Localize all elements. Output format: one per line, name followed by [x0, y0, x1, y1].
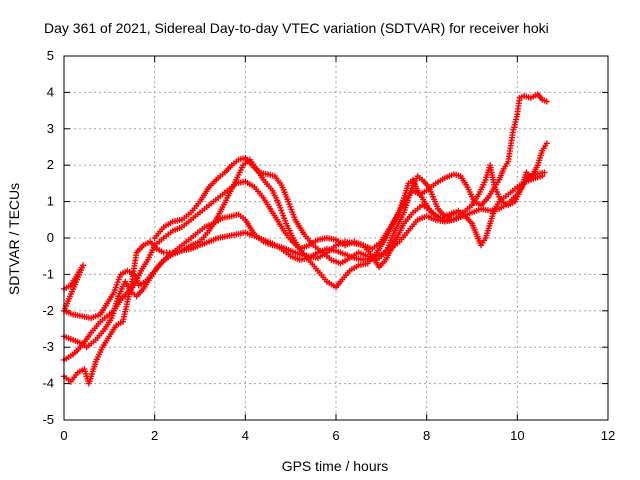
x-tick-label: 10 — [510, 428, 524, 443]
data-point — [541, 169, 548, 176]
y-tick-label: 0 — [47, 230, 54, 245]
y-tick-label: -1 — [42, 266, 54, 281]
y-tick-label: 1 — [47, 194, 54, 209]
x-tick-label: 6 — [332, 428, 339, 443]
plot-frame — [63, 55, 609, 421]
y-tick-label: 4 — [47, 84, 54, 99]
x-axis-label: GPS time / hours — [282, 458, 389, 474]
data-point — [539, 173, 546, 180]
series-track-5 — [151, 154, 457, 267]
y-tick-label: 2 — [47, 157, 54, 172]
y-tick-label: -5 — [42, 412, 54, 427]
data-point — [450, 209, 457, 216]
y-axis-label: SDTVAR / TECUs — [6, 183, 22, 295]
x-tick-label: 4 — [242, 428, 249, 443]
y-tick-label: -2 — [42, 303, 54, 318]
x-tick-label: 8 — [423, 428, 430, 443]
data-point — [543, 98, 550, 105]
x-tick-label: 2 — [151, 428, 158, 443]
data-layer — [61, 91, 550, 387]
y-tick-label: -3 — [42, 339, 54, 354]
chart-title: Day 361 of 2021, Sidereal Day-to-day VTE… — [44, 20, 549, 36]
y-tick-label: 5 — [47, 48, 54, 63]
data-point — [543, 140, 550, 147]
x-tick-label: 12 — [601, 428, 615, 443]
y-tick-label: 3 — [47, 121, 54, 136]
series-track-2 — [61, 173, 546, 351]
x-tick-label: 0 — [60, 428, 67, 443]
series-track-3 — [61, 91, 550, 363]
y-tick-label: -4 — [42, 376, 54, 391]
